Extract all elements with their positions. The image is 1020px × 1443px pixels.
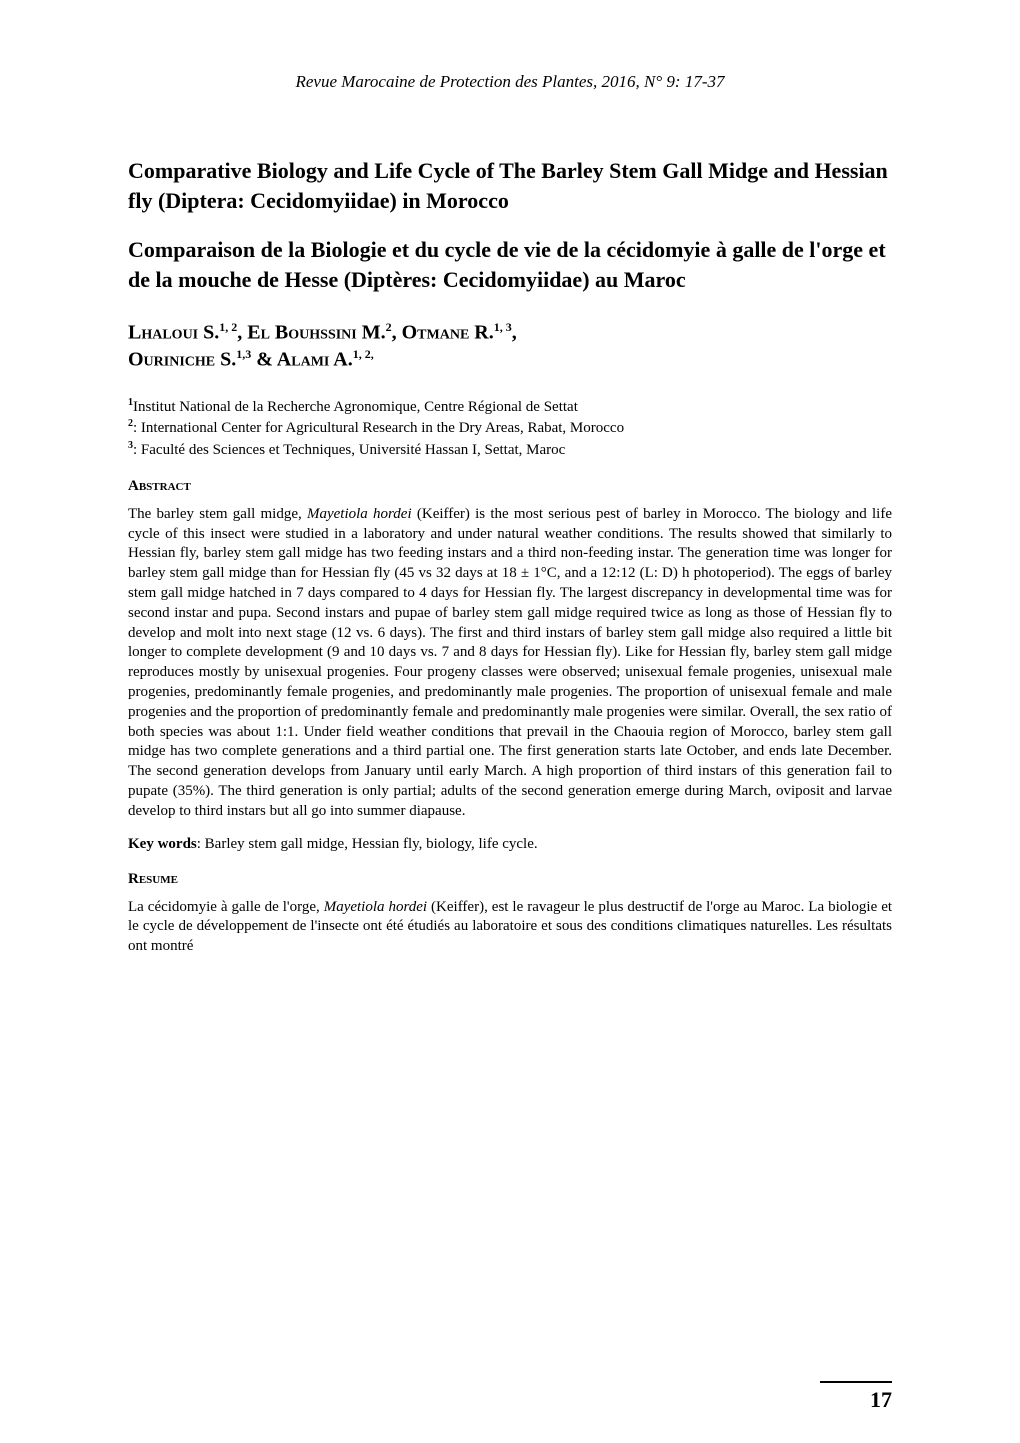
- affiliation-text: : International Center for Agricultural …: [133, 420, 624, 436]
- keywords-label: Key words: [128, 836, 197, 852]
- page-number: 17: [870, 1387, 892, 1413]
- resume-heading: Resume: [128, 871, 892, 888]
- abstract-body: The barley stem gall midge, Mayetiola ho…: [128, 505, 892, 822]
- keywords-line: Key words: Barley stem gall midge, Hessi…: [128, 836, 892, 853]
- authors-line-2: Ouriniche S.1,3 & Alami A.1, 2,: [128, 346, 892, 374]
- title-french: Comparaison de la Biologie et du cycle d…: [128, 235, 892, 294]
- affiliation-3: 3: Faculté des Sciences et Techniques, U…: [128, 439, 892, 460]
- affiliations-block: 1Institut National de la Recherche Agron…: [128, 396, 892, 460]
- affiliation-1: 1Institut National de la Recherche Agron…: [128, 396, 892, 417]
- affiliation-text: : Faculté des Sciences et Techniques, Un…: [133, 442, 565, 458]
- journal-header: Revue Marocaine de Protection des Plante…: [128, 72, 892, 92]
- page-number-rule: [820, 1381, 892, 1383]
- abstract-heading: Abstract: [128, 478, 892, 495]
- keywords-text: : Barley stem gall midge, Hessian fly, b…: [197, 836, 538, 852]
- authors-block: Lhaloui S.1, 2, El Bouhssini M.2, Otmane…: [128, 319, 892, 374]
- resume-body: La cécidomyie à galle de l'orge, Mayetio…: [128, 898, 892, 957]
- affiliation-2: 2: International Center for Agricultural…: [128, 417, 892, 438]
- authors-line-1: Lhaloui S.1, 2, El Bouhssini M.2, Otmane…: [128, 319, 892, 347]
- title-english: Comparative Biology and Life Cycle of Th…: [128, 156, 892, 215]
- affiliation-text: Institut National de la Recherche Agrono…: [133, 399, 578, 415]
